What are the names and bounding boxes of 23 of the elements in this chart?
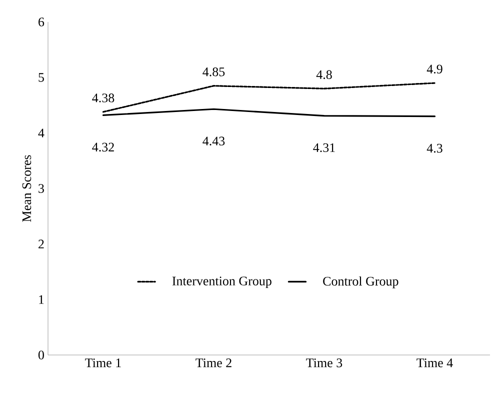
data-label: 4.43 — [202, 136, 225, 146]
y-tick-label: 6 — [38, 18, 44, 26]
data-label: 4.9 — [426, 64, 442, 74]
data-label: 4.38 — [92, 94, 114, 102]
y-tick-label: 4 — [38, 128, 44, 138]
data-label: 4.32 — [92, 142, 114, 152]
data-label: 4.85 — [202, 67, 225, 76]
legend-label: Control Group — [323, 276, 398, 288]
y-tick-label: 0 — [38, 350, 44, 360]
data-label: 4.8 — [316, 70, 332, 80]
data-label: 4.31 — [313, 143, 335, 152]
x-tick-label: Time 4 — [416, 358, 453, 368]
y-tick-label: 3 — [38, 184, 44, 193]
data-label: 4.3 — [426, 144, 442, 153]
x-tick-label: Time 1 — [85, 358, 121, 368]
x-tick-label: Time 3 — [306, 358, 342, 368]
y-axis-title: Mean Scores — [22, 155, 32, 222]
line-series — [102, 108, 436, 118]
y-tick-label: 1 — [39, 295, 44, 304]
y-tick-label: 2 — [38, 240, 44, 248]
x-tick-label: Time 2 — [196, 358, 232, 368]
y-tick-label: 5 — [38, 73, 44, 82]
legend-label: Intervention Group — [172, 276, 272, 288]
